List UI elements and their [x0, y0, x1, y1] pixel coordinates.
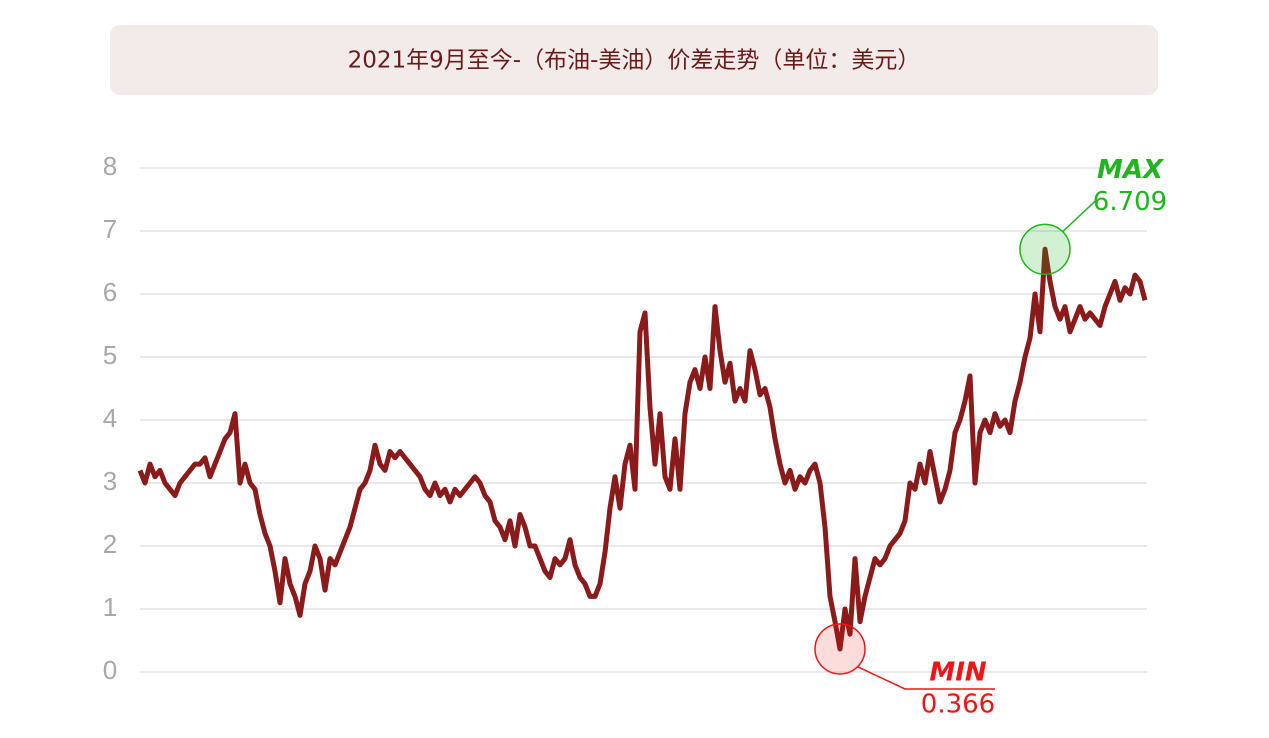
- title-box: [110, 25, 1158, 95]
- y-tick-label: 3: [103, 466, 117, 496]
- max-leader: [1062, 200, 1096, 232]
- y-tick-label: 8: [103, 151, 117, 181]
- min-circle: [814, 623, 866, 675]
- y-tick-label: 6: [103, 277, 117, 307]
- max-value: 6.709: [1093, 187, 1167, 217]
- y-tick-label: 4: [103, 403, 117, 433]
- min-leader: [857, 666, 995, 690]
- y-tick-label: 1: [103, 592, 117, 622]
- line: [137, 246, 1148, 652]
- chart-title: 2021年9月至今-（布油-美油）价差走势（单位：美元）: [348, 48, 921, 74]
- min-label: MIN: [929, 657, 987, 687]
- y-tick-label: 7: [103, 214, 117, 244]
- y-tick-label: 0: [103, 655, 117, 685]
- max-label: MAX: [1097, 155, 1165, 185]
- y-tick-label: 5: [103, 340, 117, 370]
- max-circle: [1019, 223, 1071, 276]
- y-tick-label: 2: [103, 529, 117, 559]
- min-value: 0.366: [921, 689, 995, 719]
